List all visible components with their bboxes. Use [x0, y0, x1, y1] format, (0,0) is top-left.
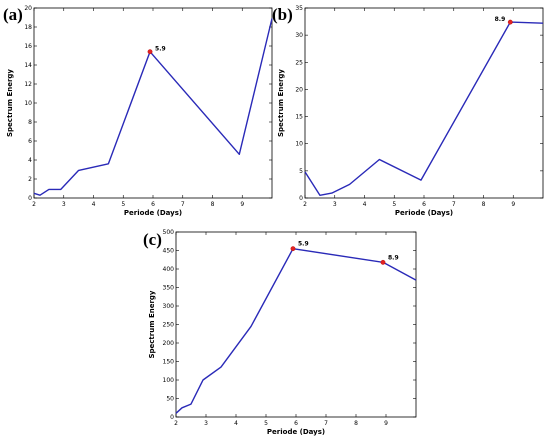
x-tick-label: 3	[333, 201, 337, 208]
y-tick-label: 0	[28, 195, 32, 202]
chart-panel-3: (c) 2 3 4 5 6 7 8 9 0 50 100 150 200 250 300 350 400 450 50…	[143, 229, 417, 436]
y-tick-label: 20	[24, 5, 32, 12]
x-tick-label: 6	[294, 420, 298, 427]
y-tick-label: 150	[163, 359, 175, 366]
y-tick-label: 0	[299, 195, 303, 202]
x-tick-label: 4	[363, 201, 367, 208]
x-tick-label: 6	[422, 201, 426, 208]
y-tick-label: 20	[295, 86, 303, 93]
x-tick-label: 4	[92, 201, 96, 208]
x-tick-label: 5	[392, 201, 396, 208]
peak-label: 5.9	[155, 46, 166, 53]
y-tick-label: 100	[163, 377, 175, 384]
panel-label: (c)	[143, 230, 162, 249]
x-axis-title: Periode (Days)	[267, 428, 325, 436]
peak-label: 5.9	[298, 241, 309, 248]
plot-frame	[304, 7, 544, 199]
x-tick-label: 7	[181, 201, 185, 208]
plot-frame	[33, 7, 273, 199]
y-axis-title: Spectrum Energy	[6, 69, 14, 137]
peak-label: 8.9	[388, 254, 399, 261]
x-tick-label: 8	[354, 420, 358, 427]
y-tick-label: 50	[166, 396, 174, 403]
y-tick-label: 12	[24, 81, 32, 88]
series-line	[304, 21, 544, 197]
x-tick-label: 4	[234, 420, 238, 427]
x-tick-label: 3	[62, 201, 66, 208]
x-axis-title: Periode (Days)	[395, 209, 453, 217]
peak-marker	[147, 49, 153, 55]
y-tick-label: 16	[24, 43, 32, 50]
x-tick-label: 2	[32, 201, 36, 208]
y-tick-label: 450	[163, 248, 175, 255]
x-tick-label: 3	[204, 420, 208, 427]
x-tick-label: 6	[151, 201, 155, 208]
x-tick-label: 9	[384, 420, 388, 427]
y-tick-label: 18	[24, 24, 32, 31]
series-line	[33, 18, 273, 196]
y-tick-label: 350	[163, 285, 175, 292]
series-line	[175, 247, 417, 414]
y-tick-label: 6	[28, 138, 32, 145]
y-tick-label: 4	[28, 157, 32, 164]
x-tick-label: 2	[303, 201, 307, 208]
x-tick-label: 8	[482, 201, 486, 208]
y-tick-label: 10	[24, 100, 32, 107]
panel-label: (a)	[3, 5, 23, 24]
x-tick-label: 5	[264, 420, 268, 427]
y-tick-label: 200	[163, 340, 175, 347]
x-tick-label: 2	[174, 420, 178, 427]
y-tick-label: 300	[163, 303, 175, 310]
y-tick-label: 30	[295, 32, 303, 39]
x-tick-label: 9	[511, 201, 515, 208]
y-tick-label: 0	[170, 414, 174, 421]
y-tick-label: 5	[299, 168, 303, 175]
x-tick-label: 7	[452, 201, 456, 208]
peak-marker	[507, 19, 513, 25]
x-tick-label: 5	[121, 201, 125, 208]
x-tick-label: 8	[211, 201, 215, 208]
y-tick-label: 2	[28, 176, 32, 183]
x-axis-title: Periode (Days)	[124, 209, 182, 217]
x-tick-label: 7	[324, 420, 328, 427]
y-tick-label: 14	[24, 62, 32, 69]
chart-panel-2: (b) 2 3 4 5 6 7 8 9 0 5 10 15 20 25 30 35 Periode (Days) S…	[272, 5, 544, 217]
y-tick-label: 500	[163, 229, 175, 236]
peak-marker	[290, 246, 296, 252]
x-tick-label: 9	[240, 201, 244, 208]
y-tick-label: 25	[295, 59, 303, 66]
y-tick-label: 400	[163, 266, 175, 273]
panel-label: (b)	[272, 5, 293, 24]
y-axis-title: Spectrum Energy	[148, 290, 156, 358]
peak-label: 8.9	[495, 16, 506, 23]
y-tick-label: 15	[295, 114, 303, 121]
y-axis-title: Spectrum Energy	[277, 69, 285, 137]
y-tick-label: 10	[295, 141, 303, 148]
plot-frame	[175, 231, 417, 418]
y-tick-label: 250	[163, 322, 175, 329]
peak-marker	[380, 259, 386, 265]
y-tick-label: 35	[295, 5, 303, 12]
y-tick-label: 8	[28, 119, 32, 126]
